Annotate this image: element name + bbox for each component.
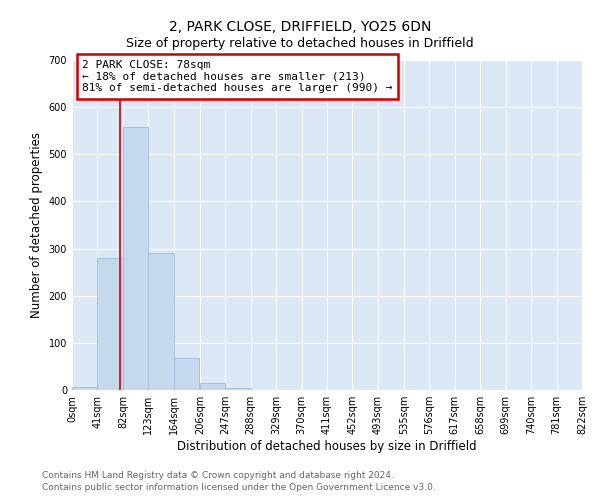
Text: Contains HM Land Registry data © Crown copyright and database right 2024.: Contains HM Land Registry data © Crown c… [42, 471, 394, 480]
Text: 2, PARK CLOSE, DRIFFIELD, YO25 6DN: 2, PARK CLOSE, DRIFFIELD, YO25 6DN [169, 20, 431, 34]
Bar [200, 384, 225, 390]
Bar [148, 254, 174, 390]
Bar [123, 127, 148, 390]
Bar [72, 386, 97, 390]
Text: 2 PARK CLOSE: 78sqm
← 18% of detached houses are smaller (213)
81% of semi-detac: 2 PARK CLOSE: 78sqm ← 18% of detached ho… [82, 60, 392, 93]
Bar [174, 358, 199, 390]
X-axis label: Distribution of detached houses by size in Driffield: Distribution of detached houses by size … [177, 440, 477, 453]
Bar [225, 388, 251, 390]
Bar [97, 258, 123, 390]
Text: Contains public sector information licensed under the Open Government Licence v3: Contains public sector information licen… [42, 484, 436, 492]
Y-axis label: Number of detached properties: Number of detached properties [30, 132, 43, 318]
Text: Size of property relative to detached houses in Driffield: Size of property relative to detached ho… [126, 38, 474, 51]
